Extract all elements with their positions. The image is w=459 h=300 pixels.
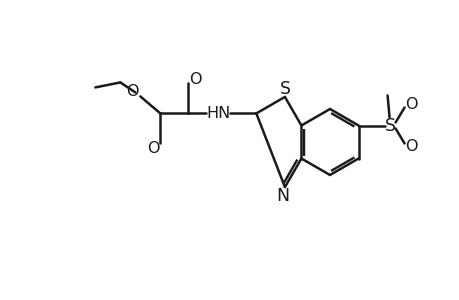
Text: N: N [276, 187, 289, 205]
Text: O: O [189, 72, 201, 87]
Text: O: O [404, 97, 417, 112]
Text: HN: HN [206, 106, 230, 121]
Text: O: O [147, 141, 159, 156]
Text: O: O [126, 84, 138, 99]
Text: O: O [404, 139, 417, 154]
Text: S: S [384, 116, 395, 134]
Text: S: S [279, 80, 290, 98]
